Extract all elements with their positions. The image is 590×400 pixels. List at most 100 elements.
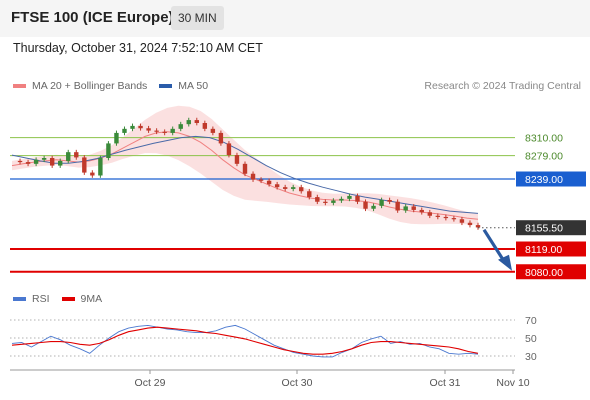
candle-body <box>186 120 191 125</box>
candle-body <box>162 131 167 133</box>
support-label-1: 8119.00 <box>516 241 586 257</box>
candle-body <box>210 128 216 133</box>
candle-body <box>33 159 39 164</box>
instrument-title: FTSE 100 (ICE Europe) <box>11 9 174 26</box>
legend-swatch-ma20 <box>13 84 26 88</box>
candle-body <box>202 123 208 129</box>
candle-body <box>234 155 240 164</box>
candle-body <box>146 128 151 131</box>
legend-label-rsi: RSI <box>32 293 50 305</box>
rsi-tick-50: 50 <box>525 333 537 345</box>
candle-body <box>347 195 352 199</box>
support-label-1-bg <box>516 241 586 257</box>
candle-body <box>307 191 312 198</box>
candle-body <box>379 200 384 206</box>
candle-body <box>41 158 47 160</box>
candle-body <box>315 197 320 202</box>
resistance-label-1-text: 8310.00 <box>525 133 563 145</box>
candle-body <box>459 219 465 223</box>
candle-body <box>178 124 183 129</box>
candle-body <box>106 143 111 158</box>
candle-body <box>49 158 55 166</box>
candle-body <box>114 132 119 144</box>
legend-item-ma50: MA 50 <box>159 80 208 92</box>
candle-body <box>467 222 473 226</box>
candle-body <box>339 198 344 201</box>
candle-body <box>299 187 304 192</box>
candle-body <box>25 162 31 164</box>
candle-body <box>266 180 272 185</box>
interval-button[interactable]: 30 MIN <box>171 6 224 30</box>
candle-body <box>122 128 127 133</box>
candle-body <box>282 187 288 189</box>
legend-item-ma20: MA 20 + Bollinger Bands <box>13 80 147 92</box>
candle-body <box>66 152 71 161</box>
candle-body <box>395 201 400 211</box>
resistance-label-1: 8310.00 <box>525 133 563 145</box>
resistance-label-2: 8279.00 <box>525 151 563 163</box>
candle-body <box>427 212 432 216</box>
candle-body <box>371 205 376 209</box>
candle-body <box>403 206 408 211</box>
rsi-series-9ma <box>11 326 479 355</box>
forecast-arrow-shaft <box>482 228 507 264</box>
legend-label-ma20: MA 20 + Bollinger Bands <box>32 80 148 92</box>
chart-header: FTSE 100 (ICE Europe) 30 MIN <box>0 0 590 37</box>
last-price-label: 8155.50 <box>516 220 586 236</box>
candle-body <box>194 120 199 123</box>
candle-body <box>274 184 280 188</box>
candle-body <box>226 143 232 156</box>
candle-body <box>387 200 392 202</box>
rsi-tick-30: 30 <box>525 351 537 363</box>
pivot-label-bg <box>516 171 586 187</box>
candle-body <box>250 173 256 180</box>
x-tick-label: Nov 10 <box>496 377 529 389</box>
candle-body <box>451 218 457 220</box>
candle-body <box>170 128 175 133</box>
candle-body <box>443 216 449 219</box>
candle-body <box>291 187 296 189</box>
candle-body <box>419 209 424 213</box>
candle-body <box>138 125 143 129</box>
candle-body <box>98 158 103 176</box>
legend-item-9ma: 9MA <box>61 293 103 305</box>
last-price-label-text: 8155.50 <box>525 223 563 235</box>
candle-body <box>242 163 248 174</box>
candle-body <box>74 152 79 158</box>
candle-body <box>323 201 328 203</box>
candle-body <box>411 206 416 210</box>
candle-body <box>435 215 441 217</box>
candle-body <box>58 160 63 166</box>
rsi-series-rsi <box>11 324 479 358</box>
support-label-2-text: 8080.00 <box>525 267 563 279</box>
price-legend: MA 20 + Bollinger Bands MA 50 <box>13 80 220 92</box>
ma50-line <box>11 135 479 214</box>
resistance-label-2-text: 8279.00 <box>525 151 563 163</box>
timestamp: Thursday, October 31, 2024 7:52:10 AM CE… <box>13 41 263 55</box>
forecast-arrow-head <box>498 254 512 271</box>
x-tick-label: Oct 29 <box>135 377 166 389</box>
last-price-label-bg <box>516 220 586 236</box>
pivot-label-text: 8239.00 <box>525 174 563 186</box>
research-credit: Research © 2024 Trading Central <box>424 80 581 92</box>
legend-swatch-9ma <box>61 297 75 301</box>
candle-body <box>82 157 87 173</box>
rsi-tick-70: 70 <box>525 315 537 327</box>
candle-body <box>130 125 135 129</box>
candle-body <box>154 130 159 132</box>
candle-body <box>90 172 95 176</box>
legend-label-9ma: 9MA <box>80 293 103 305</box>
legend-swatch-rsi <box>13 297 26 301</box>
pivot-label: 8239.00 <box>516 171 586 187</box>
candle-body <box>363 201 368 209</box>
rsi-legend: RSI 9MA <box>13 293 114 305</box>
candle-body <box>331 200 336 203</box>
support-label-1-text: 8119.00 <box>525 244 562 256</box>
candle-body <box>355 195 360 202</box>
x-tick-label: Oct 30 <box>282 377 313 389</box>
candle-body <box>218 132 224 144</box>
candle-body <box>258 179 264 181</box>
legend-item-rsi: RSI <box>13 293 50 305</box>
candle-body <box>17 160 23 163</box>
